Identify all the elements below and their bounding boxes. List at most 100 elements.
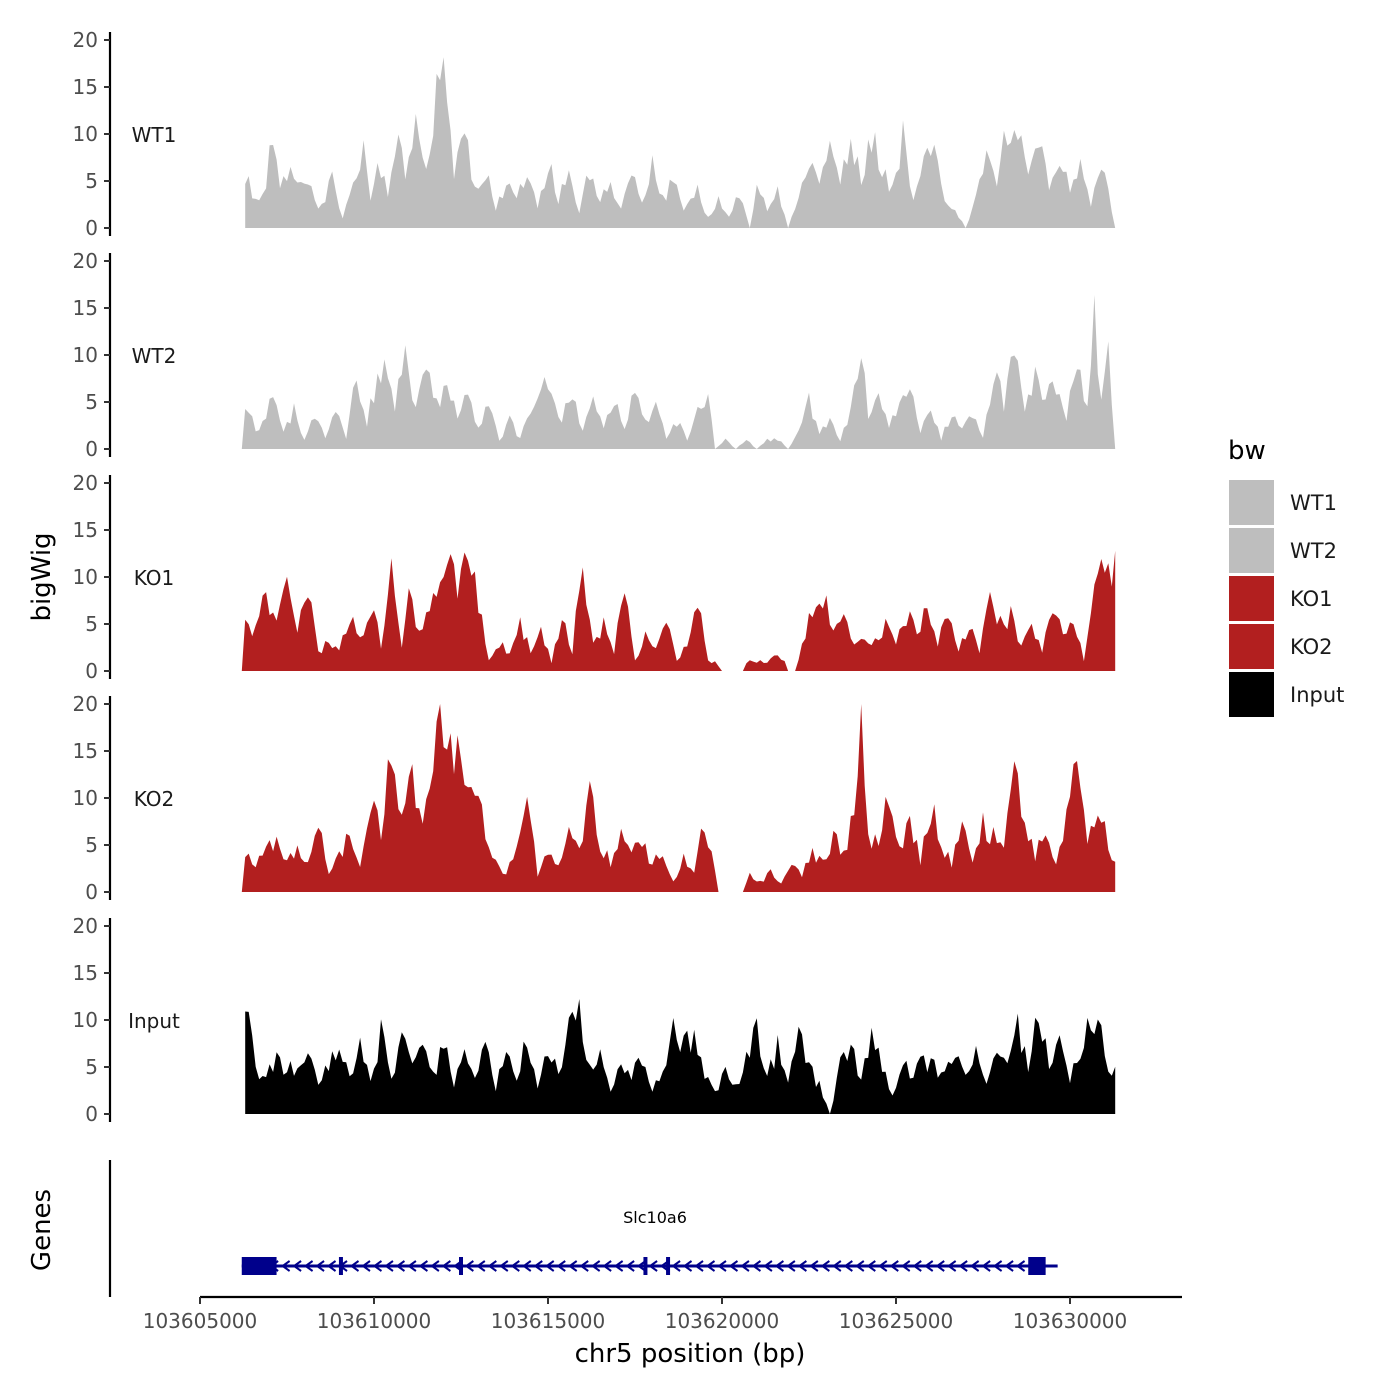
strand-arrow-icon (1004, 1260, 1014, 1272)
x-axis-title: chr5 position (bp) (575, 1339, 806, 1369)
strand-arrow-icon (441, 1260, 451, 1272)
strand-arrow-icon (280, 1260, 291, 1272)
gene-exon-block (241, 1257, 277, 1275)
legend-label-ko2: KO2 (1290, 635, 1333, 659)
strand-arrow-icon (751, 1260, 762, 1272)
strand-arrow-icon (395, 1260, 406, 1272)
strand-arrow-icon (407, 1260, 417, 1272)
track-label: WT1 (132, 123, 177, 147)
strand-arrow-icon (384, 1260, 394, 1272)
x-tick-label: 103615000 (491, 1309, 606, 1333)
coverage-area-ko1 (241, 550, 1116, 671)
track-label: KO2 (134, 787, 175, 811)
y-tick-label: 10 (73, 122, 98, 146)
y-tick-label: 15 (73, 961, 98, 985)
strand-arrow-icon (866, 1260, 876, 1272)
strand-arrow-icon (901, 1260, 911, 1272)
strand-arrow-icon (613, 1260, 624, 1272)
y-tick-label: 15 (73, 518, 98, 542)
strand-arrow-icon (671, 1260, 681, 1272)
y-tick-label: 0 (85, 1102, 98, 1126)
strand-arrow-icon (510, 1260, 520, 1272)
strand-arrow-icon (590, 1260, 601, 1272)
strand-arrow-icon (786, 1260, 796, 1272)
coverage-area-wt1 (245, 57, 1116, 229)
strand-arrow-icon (418, 1260, 428, 1272)
strand-arrow-icon (832, 1260, 842, 1272)
coverage-area-wt2 (241, 294, 1116, 449)
y-tick-label: 5 (85, 390, 98, 414)
strand-arrow-icon (694, 1260, 704, 1272)
strand-arrow-icon (705, 1260, 716, 1272)
y-tick-label: 5 (85, 169, 98, 193)
strand-arrow-icon (567, 1260, 578, 1272)
strand-arrow-icon (935, 1260, 945, 1272)
strand-arrow-icon (912, 1260, 922, 1272)
strand-arrow-icon (487, 1260, 497, 1272)
legend: bw WT1 WT2 KO1 KO2 Input (1228, 436, 1344, 717)
x-tick-label: 103610000 (317, 1309, 432, 1333)
strand-arrow-icon (545, 1260, 555, 1272)
legend-swatch-wt1 (1229, 480, 1274, 525)
strand-arrow-icon (855, 1260, 865, 1272)
strand-arrow-icon (992, 1260, 1003, 1272)
strand-arrow-icon (556, 1260, 566, 1272)
strand-arrow-icon (349, 1260, 360, 1272)
y-tick-label: 15 (73, 296, 98, 320)
strand-arrow-icon (315, 1260, 325, 1272)
strand-arrow-icon (464, 1260, 474, 1272)
gene-exon (338, 1257, 343, 1275)
coverage-area-ko2 (241, 704, 1116, 892)
gene-exon (666, 1257, 671, 1275)
coverage-tracks: 0 5 10 15 20 WT1 0 5 10 15 20 WT2 0 5 10 15 20 KO1 0 5 10 15 2… (73, 28, 1116, 1126)
strand-arrow-icon (648, 1260, 658, 1272)
x-tick-label: 103630000 (1013, 1309, 1128, 1333)
y-tick-label: 5 (85, 612, 98, 636)
x-tick-label: 103620000 (665, 1309, 780, 1333)
strand-arrow-icon (292, 1260, 302, 1272)
y-tick-label: 20 (73, 692, 98, 716)
y-tick-label: 0 (85, 880, 98, 904)
strand-arrow-icon (625, 1260, 635, 1272)
strand-arrow-icon (372, 1260, 383, 1272)
track-ko2: 0 5 10 15 20 KO2 (73, 692, 1116, 904)
y-tick-label: 5 (85, 1055, 98, 1079)
gene-exon (643, 1257, 648, 1275)
track-input: 0 5 10 15 20 Input (73, 914, 1116, 1126)
strand-arrow-icon (728, 1260, 739, 1272)
strand-arrow-icon (763, 1260, 773, 1272)
y-tick-label: 10 (73, 786, 98, 810)
strand-arrow-icon (969, 1260, 980, 1272)
strand-arrow-icon (923, 1260, 934, 1272)
y-tick-label: 15 (73, 75, 98, 99)
legend-swatch-wt2 (1229, 528, 1274, 573)
track-wt2: 0 5 10 15 20 WT2 (73, 249, 1116, 461)
track-ko1: 0 5 10 15 20 KO1 (73, 471, 1116, 683)
strand-arrow-icon (522, 1260, 532, 1272)
strand-arrow-icon (303, 1260, 314, 1272)
legend-title: bw (1228, 436, 1266, 466)
track-label: WT2 (132, 344, 177, 368)
legend-label-ko1: KO1 (1290, 587, 1333, 611)
gene-label: Slc10a6 (623, 1208, 687, 1227)
y-tick-label: 20 (73, 28, 98, 52)
gene-exon-block (1028, 1257, 1046, 1275)
strand-arrow-icon (579, 1260, 589, 1272)
strand-arrow-icon (717, 1260, 727, 1272)
legend-swatch-ko2 (1229, 624, 1274, 669)
coverage-area-input (245, 999, 1116, 1114)
y-tick-label: 10 (73, 1008, 98, 1032)
strand-arrow-icon (682, 1260, 693, 1272)
y-tick-label: 0 (85, 437, 98, 461)
legend-swatch-ko1 (1229, 576, 1274, 621)
strand-arrow-icon (533, 1260, 543, 1272)
gene-track: Slc10a6 (108, 1160, 1058, 1297)
y-tick-label: 20 (73, 471, 98, 495)
strand-arrow-icon (809, 1260, 819, 1272)
track-wt1: 0 5 10 15 20 WT1 (73, 28, 1116, 240)
strand-arrow-icon (602, 1260, 612, 1272)
y-tick-label: 15 (73, 739, 98, 763)
strand-arrow-icon (636, 1260, 647, 1272)
track-label: Input (128, 1009, 180, 1033)
